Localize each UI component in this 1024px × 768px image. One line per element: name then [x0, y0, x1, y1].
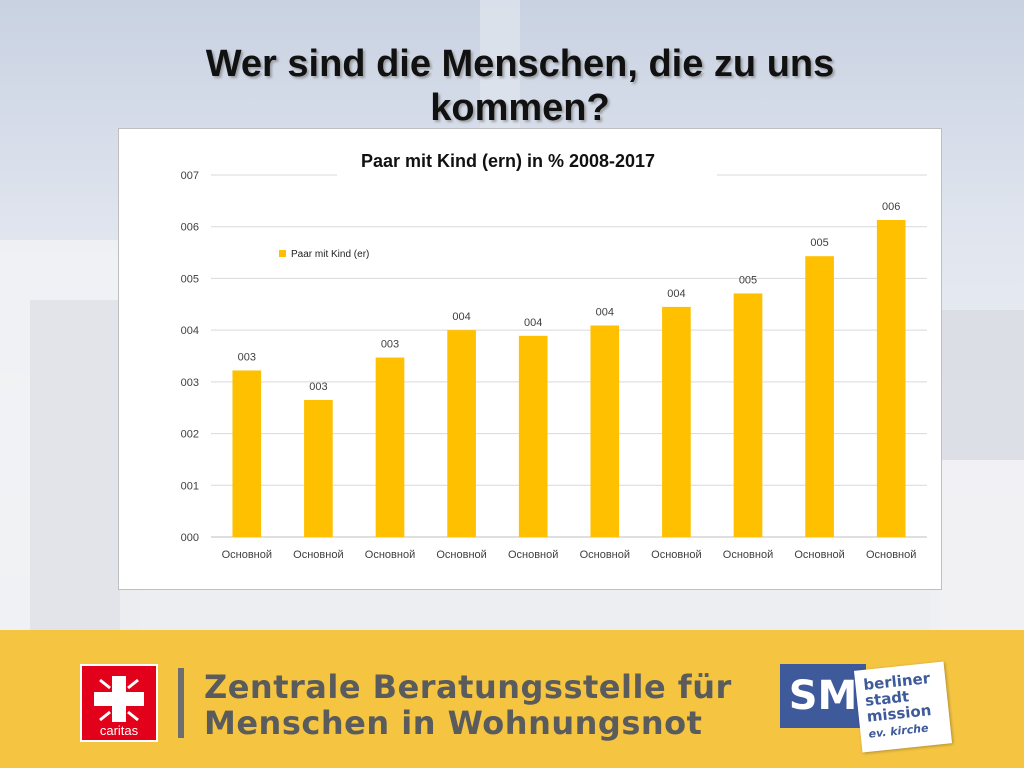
- bar-data-label: 003: [238, 351, 256, 363]
- bar[interactable]: [447, 330, 476, 537]
- legend-label: Paar mit Kind (er): [291, 249, 369, 260]
- y-tick-label: 001: [181, 480, 199, 492]
- organization-name-line-2: Menschen in Wohnungsnot: [204, 704, 703, 742]
- x-tick-label: Основной: [436, 549, 486, 561]
- y-tick-label: 003: [181, 377, 199, 389]
- bar-data-label: 005: [739, 274, 757, 286]
- bar[interactable]: [733, 293, 763, 537]
- y-tick-label: 007: [181, 170, 199, 182]
- background-street: [120, 590, 940, 630]
- footer-banner: caritas Zentrale Beratungsstelle für Men…: [0, 630, 1024, 768]
- bar[interactable]: [232, 370, 262, 537]
- chart-title: Paar mit Kind (ern) in % 2008-2017: [361, 151, 655, 171]
- bar[interactable]: [375, 357, 405, 537]
- chart-title-background: [337, 143, 717, 177]
- x-tick-label: Основной: [651, 549, 701, 561]
- y-tick-label: 005: [181, 273, 199, 285]
- bar-data-label: 003: [381, 339, 399, 351]
- legend-swatch: [279, 250, 286, 257]
- berliner-stadtmission-logo[interactable]: berliner stadt mission ev. kirche: [853, 661, 953, 753]
- x-tick-label: Основной: [222, 549, 272, 561]
- x-axis-tick-labels: Основной Основной Основной Основной Основной…: [222, 549, 917, 561]
- x-tick-label: Основной: [293, 549, 343, 561]
- bar-data-label: 005: [810, 237, 828, 249]
- chart-container: 000 001 002 003 004 005 006 007 Основной Основно…: [118, 128, 942, 590]
- bar[interactable]: [518, 335, 548, 537]
- x-tick-label: Основной: [723, 549, 773, 561]
- sm-logo[interactable]: SM: [780, 664, 866, 728]
- bar[interactable]: [304, 399, 333, 537]
- x-tick-label: Основной: [508, 549, 558, 561]
- bar-data-label: 004: [596, 306, 614, 318]
- caritas-logo-text: caritas: [99, 723, 139, 738]
- bar-data-label: 004: [667, 288, 685, 300]
- bar-data-label: 003: [309, 381, 327, 393]
- data-labels: 003 003 003 004 004 004 004 005 005 006: [238, 201, 901, 393]
- y-axis-tick-labels: 000 001 002 003 004 005 006 007: [181, 170, 199, 544]
- y-tick-label: 000: [181, 532, 199, 544]
- bar-data-label: 004: [524, 317, 542, 329]
- organization-name-line-1: Zentrale Beratungsstelle für: [204, 668, 732, 706]
- bar[interactable]: [805, 256, 834, 537]
- bar[interactable]: [662, 306, 691, 537]
- y-tick-label: 004: [181, 325, 199, 337]
- background-tower: [480, 0, 520, 130]
- y-tick-label: 006: [181, 222, 199, 234]
- bar-data-label: 004: [452, 311, 470, 323]
- background-building: [930, 460, 1024, 630]
- x-tick-label: Основной: [794, 549, 844, 561]
- bar[interactable]: [590, 325, 620, 537]
- chart-bars: [232, 219, 906, 537]
- caritas-cross-icon: [94, 676, 144, 722]
- x-tick-label: Основной: [866, 549, 916, 561]
- slide-title: Wer sind die Menschen, die zu uns kommen…: [205, 43, 835, 129]
- y-tick-label: 002: [181, 429, 199, 441]
- bar-data-label: 006: [882, 201, 900, 213]
- x-tick-label: Основной: [580, 549, 630, 561]
- x-tick-label: Основной: [365, 549, 415, 561]
- footer-divider: [178, 668, 184, 738]
- caritas-logo[interactable]: caritas: [80, 664, 158, 742]
- bar[interactable]: [876, 219, 906, 537]
- chart-legend[interactable]: Paar mit Kind (er): [279, 249, 369, 260]
